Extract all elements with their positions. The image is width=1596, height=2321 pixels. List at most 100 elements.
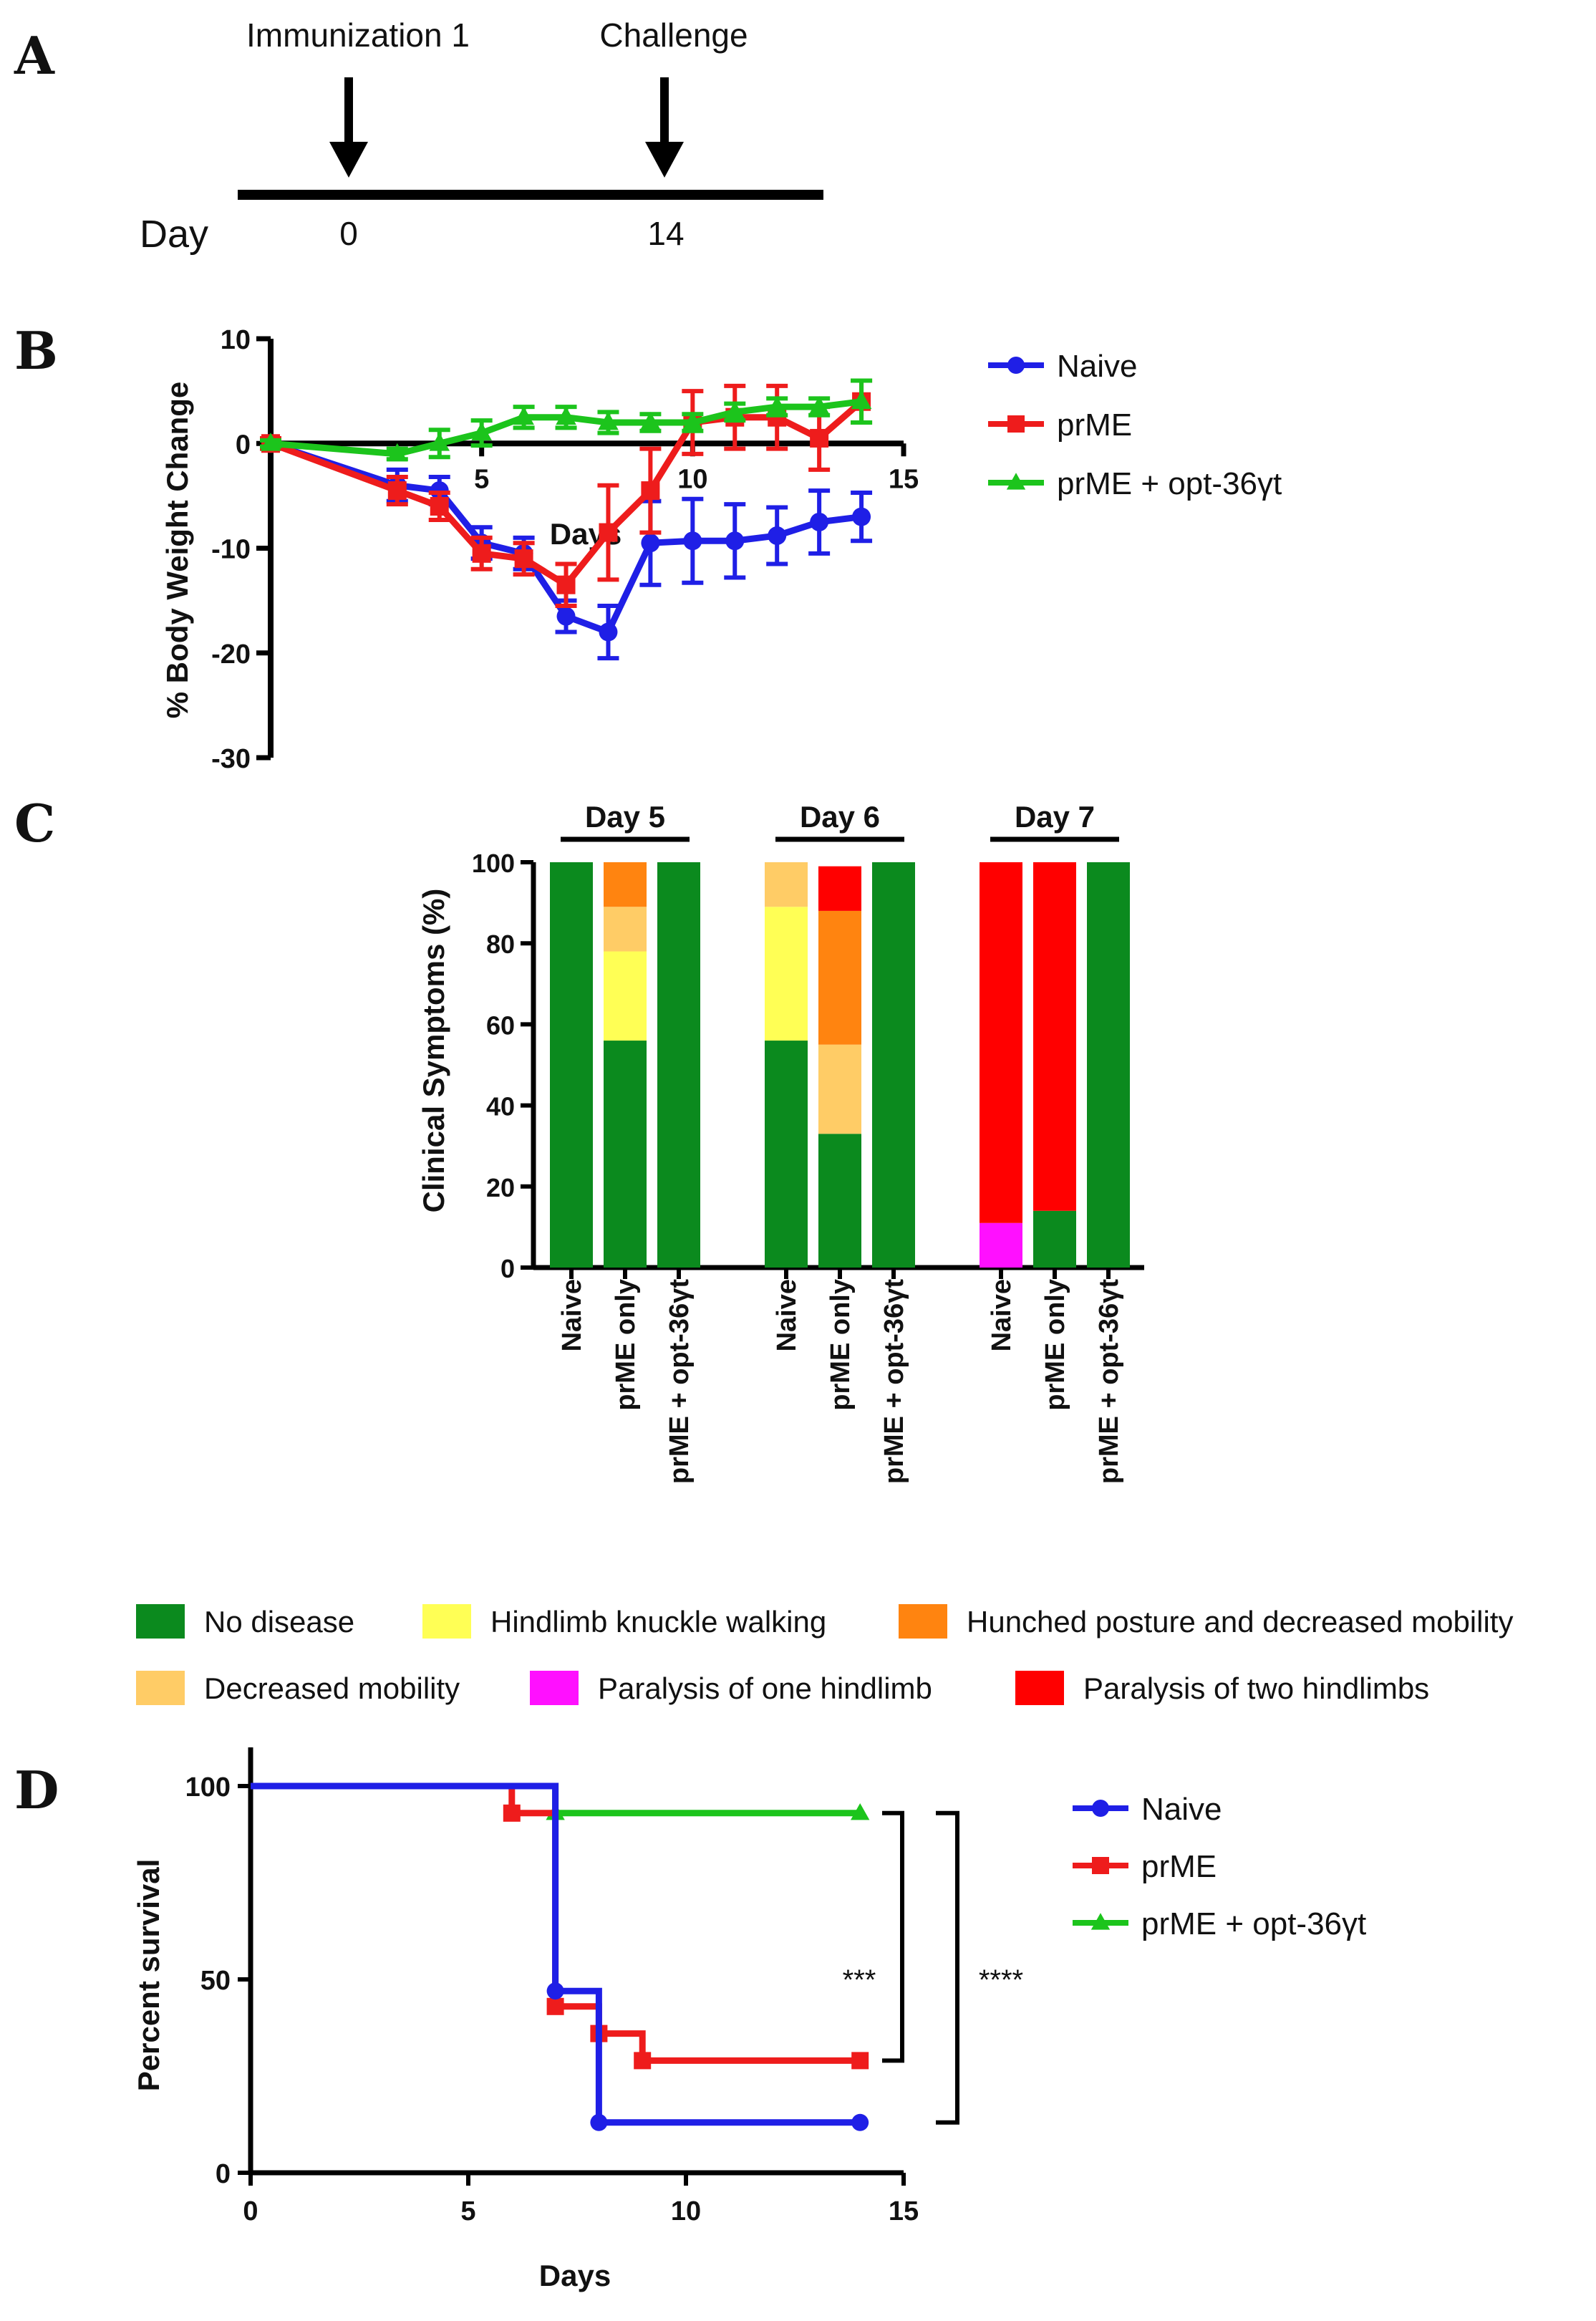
legend-swatch-decreased (136, 1671, 185, 1705)
bar-segment-no_disease (1033, 1210, 1076, 1268)
point-naive (556, 607, 576, 626)
point-naive (683, 531, 702, 551)
panel-d-xlabel: Days (539, 2259, 611, 2292)
bar-category-label: prME only (826, 1279, 856, 1411)
panel-d-legend: Naive prME prME + opt-36γt (1073, 1792, 1366, 1941)
panel-c-ytick-label: 0 (500, 1254, 515, 1283)
panel-d-ytick-label: 50 (200, 1966, 231, 1996)
point-prme (514, 549, 533, 569)
survival-point-naive (590, 2113, 608, 2131)
event-day-immunization: 0 (339, 215, 358, 252)
point-naive (768, 526, 787, 545)
panel-c-ytick-label: 80 (486, 930, 515, 959)
panel-b-ylabel: % Body Weight Change (160, 382, 194, 719)
bar-segment-decreased (604, 907, 647, 952)
bar-group-day-6: Day 6 Naive prME only prME + opt-36γt (765, 800, 915, 1484)
arrow-down-icon (645, 142, 684, 178)
point-opt (808, 396, 830, 415)
legend-label-prme: prME (1057, 407, 1132, 443)
panel-c-ylabel: Clinical Symptoms (%) (417, 889, 450, 1213)
panel-b-xtick-label: 15 (889, 464, 919, 494)
bar-segment-hunched (818, 910, 861, 1045)
panel-d-ytick-label: 0 (216, 2159, 231, 2189)
legend-label-decreased: Decreased mobility (204, 1671, 460, 1705)
panel-d-xtick-label: 5 (460, 2196, 475, 2226)
group-title: Day 7 (1015, 800, 1095, 834)
panel-a-timeline: Day Immunization 1 0 Challenge 14 (140, 16, 823, 256)
panel-letter-a: A (14, 25, 55, 86)
panel-d-xtick-label: 10 (671, 2196, 701, 2226)
survival-point-opt (851, 1803, 870, 1820)
bar-segment-no_disease (1087, 862, 1130, 1268)
bar-segment-no_disease (872, 862, 915, 1268)
legend-label-knuckle: Hindlimb knuckle walking (490, 1605, 826, 1639)
panel-c-ytick-label: 20 (486, 1173, 515, 1202)
legend-label-naive: Naive (1057, 349, 1138, 384)
bar-segment-no_disease (550, 862, 593, 1268)
point-prme (641, 481, 660, 501)
significance-label: *** (843, 1964, 876, 1996)
timeline-event-challenge: Challenge 14 (599, 16, 748, 252)
series-opt (260, 378, 873, 462)
legend-marker-prme (1007, 415, 1025, 433)
significance-bracket (882, 1810, 904, 2063)
point-opt (640, 412, 661, 430)
bar-segment-knuckle (765, 907, 808, 1041)
bar-category-label: Naive (987, 1279, 1017, 1351)
survival-line-naive (251, 1782, 861, 2126)
survival-point-prme (634, 2052, 652, 2070)
legend-marker-opt (1090, 1913, 1111, 1930)
point-naive (725, 531, 745, 551)
survival-series-opt (251, 1782, 870, 1820)
panel-b-weight-chart: % Body Weight Change Days 100-10-20-305 1… (160, 325, 1282, 774)
legend-label-para_two: Paralysis of two hindlimbs (1083, 1671, 1429, 1705)
legend-swatch-knuckle (422, 1604, 471, 1639)
legend-swatch-hunched (899, 1604, 947, 1639)
legend-marker-prme (1092, 1857, 1109, 1874)
panel-letter-b: B (14, 320, 58, 381)
point-naive (641, 534, 660, 553)
point-opt (851, 390, 872, 410)
point-prme (472, 544, 491, 563)
survival-point-prme (851, 2052, 869, 2070)
event-day-challenge: 14 (647, 215, 684, 252)
bar-segment-decreased (818, 1044, 861, 1134)
bar-category-label: prME only (1040, 1279, 1070, 1411)
point-opt (260, 433, 281, 451)
bar-segment-para_two (980, 862, 1022, 1223)
bar-segment-no_disease (604, 1041, 647, 1268)
bar-segment-no_disease (657, 862, 700, 1268)
panel-letter-c: C (14, 793, 55, 854)
point-prme (810, 428, 829, 448)
legend-label-opt: prME + opt-36γt (1057, 466, 1282, 501)
timeline-row-label: Day (140, 213, 208, 256)
legend-label-prme: prME (1141, 1849, 1217, 1884)
bar-segment-para_two (1033, 862, 1076, 1211)
significance-bracket (936, 1810, 959, 2125)
point-prme (430, 497, 449, 516)
point-prme (387, 481, 407, 501)
arrow-down-icon (329, 142, 368, 178)
point-opt (682, 412, 703, 430)
panel-b-ytick-label: -20 (211, 640, 251, 670)
panel-b-legend: Naive prME prME + opt-36γt (988, 349, 1282, 501)
bar-category-label: prME + opt-36γt (879, 1279, 909, 1484)
panel-c-ytick-label: 40 (486, 1092, 515, 1121)
panel-letter-d: D (14, 1760, 59, 1820)
point-naive (599, 622, 618, 642)
legend-marker-naive (1007, 357, 1025, 374)
bar-segment-hunched (604, 862, 647, 907)
point-prme (556, 575, 576, 594)
point-opt (766, 396, 788, 415)
event-label-challenge: Challenge (599, 16, 748, 54)
bar-segment-para_one (980, 1222, 1022, 1268)
bar-segment-para_two (818, 866, 861, 911)
bar-group-day-7: Day 7 Naive prME only prME + opt-36γt (980, 800, 1130, 1484)
point-opt (556, 406, 576, 425)
legend-swatch-no_disease (136, 1604, 185, 1639)
point-opt (598, 412, 619, 430)
panel-b-ytick-label: 0 (236, 430, 251, 460)
timeline-event-immunization: Immunization 1 0 (246, 16, 470, 252)
panel-b-ytick-label: -10 (211, 535, 251, 565)
